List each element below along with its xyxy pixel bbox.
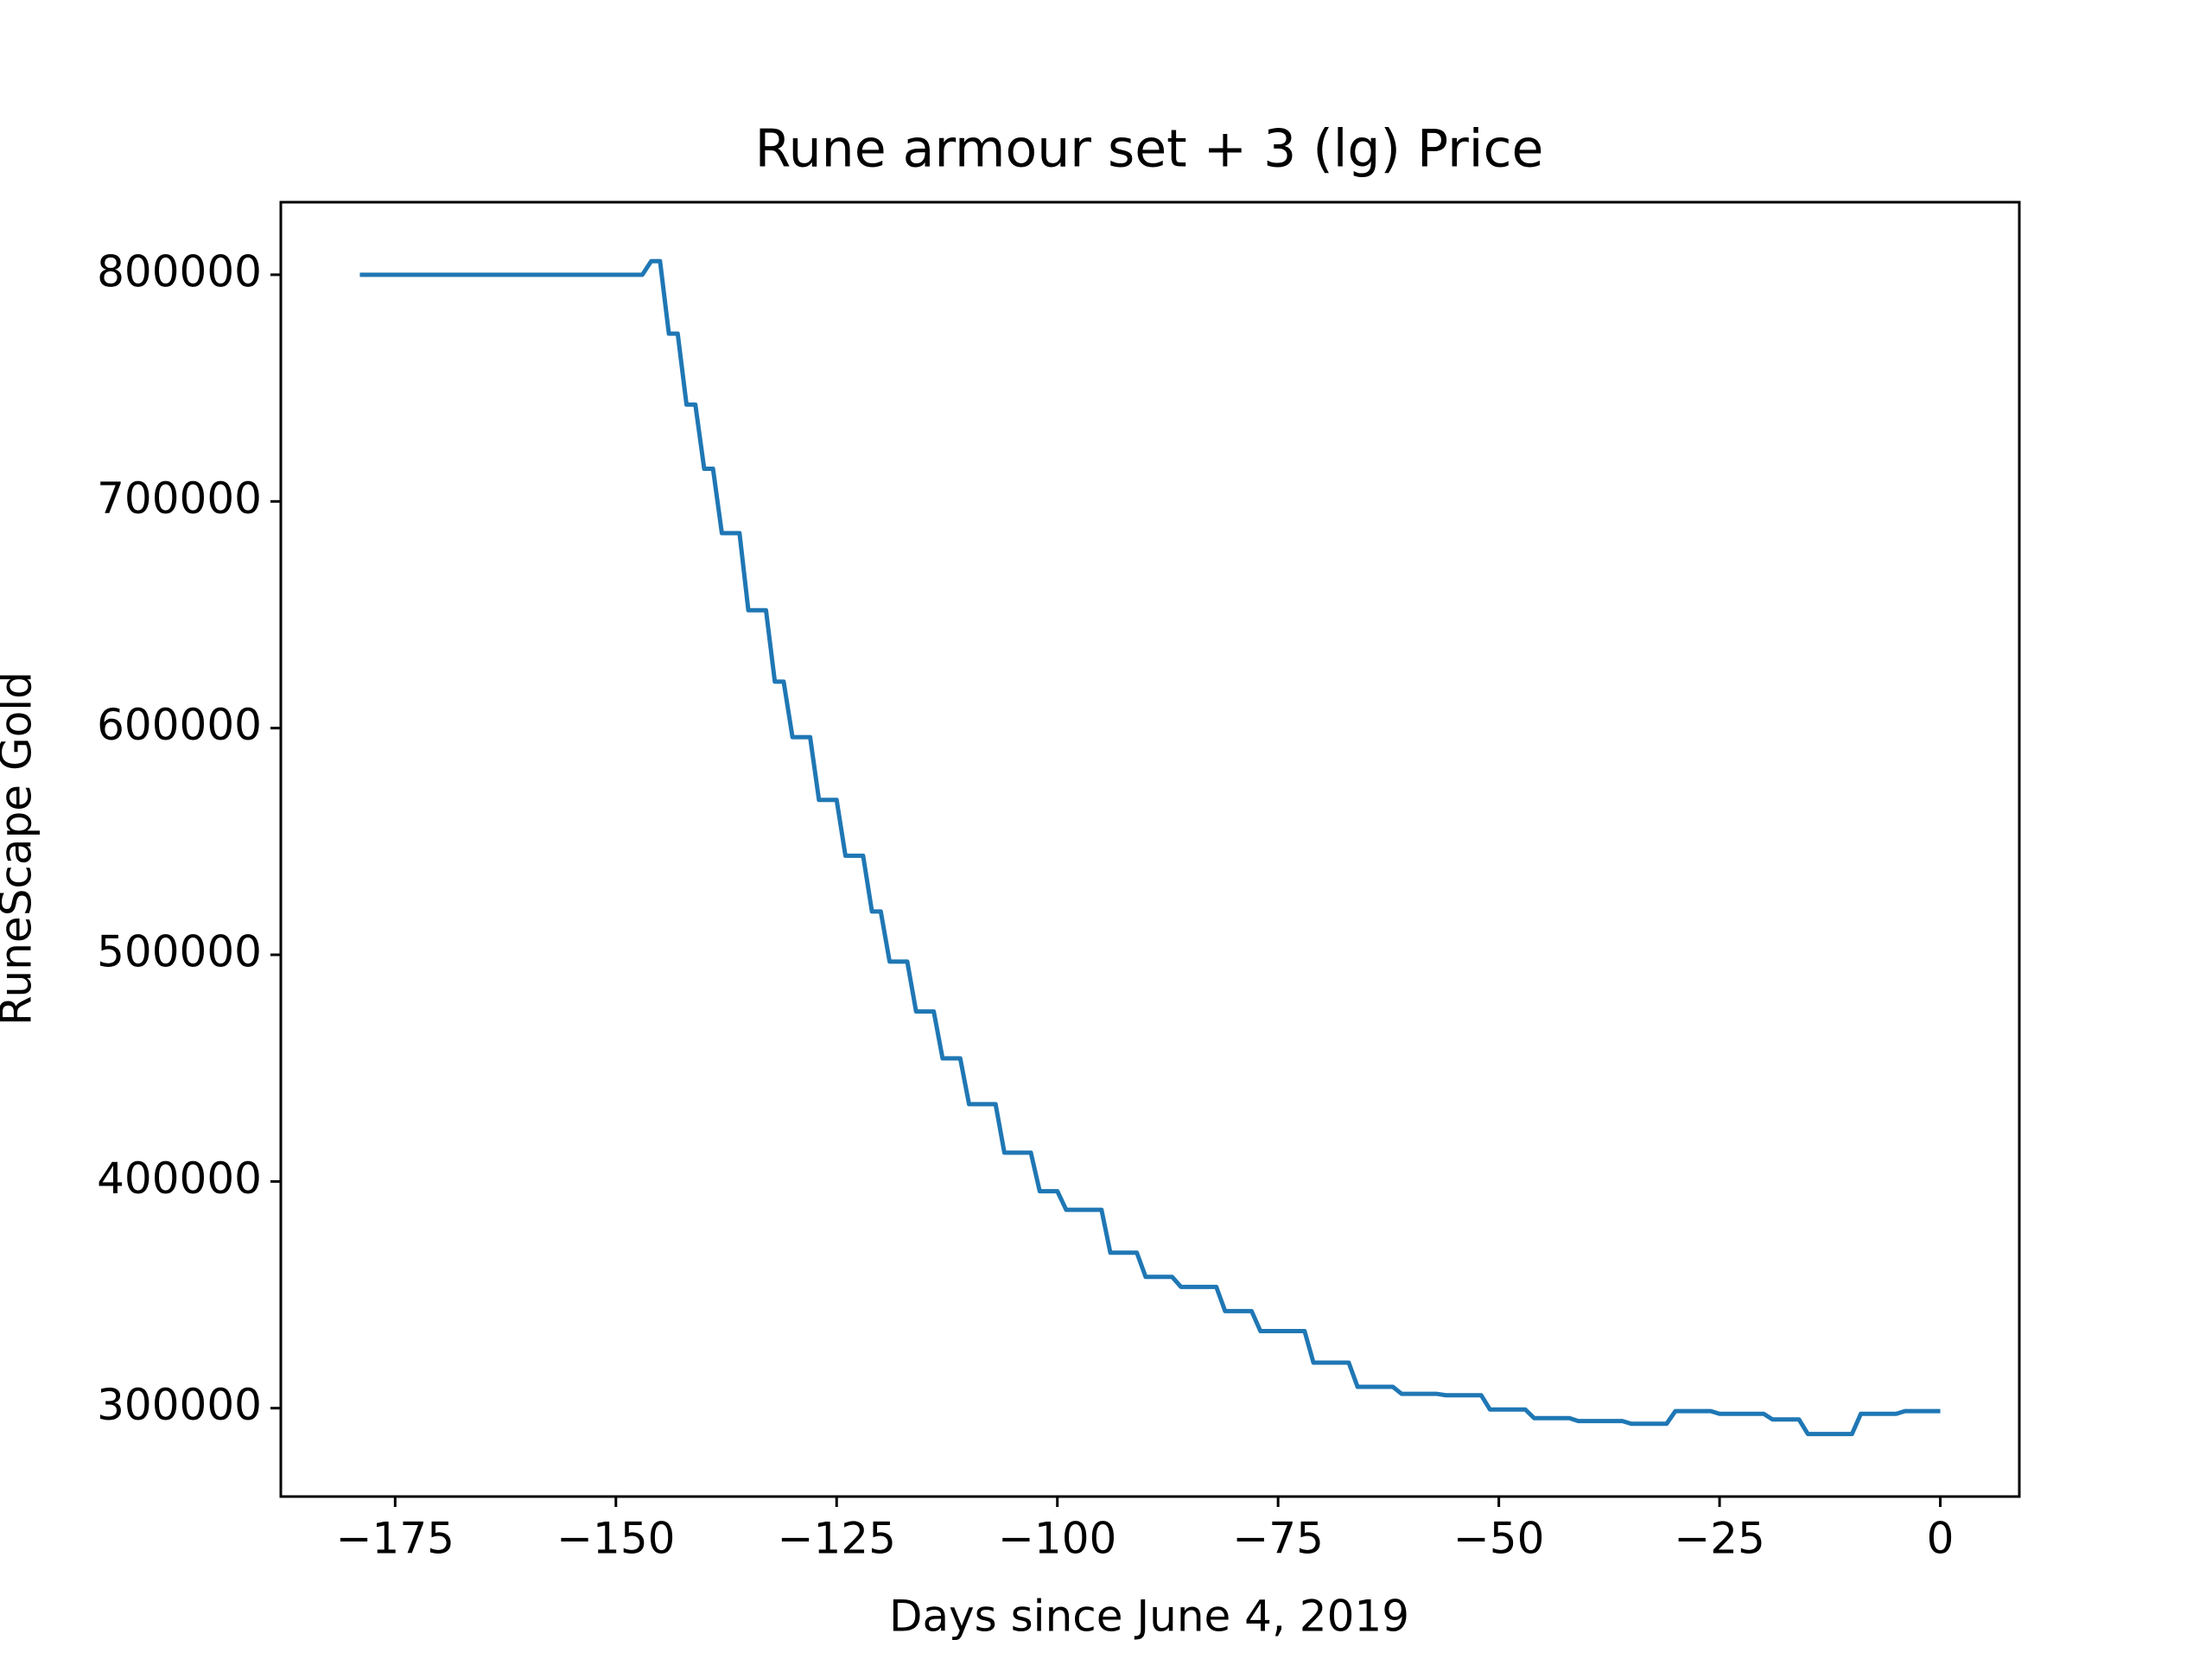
plot-frame (279, 200, 2021, 1498)
x-tick-label: −100 (998, 1514, 1116, 1564)
data-line (359, 258, 1941, 1437)
x-axis-label: Days since June 4, 2019 (889, 1592, 1409, 1642)
x-tick-label: −125 (778, 1514, 896, 1564)
x-tick-label: 0 (1927, 1514, 1955, 1564)
y-tick-label: 400000 (97, 1154, 262, 1204)
x-tick-label: −25 (1674, 1514, 1765, 1564)
x-tick-label: −150 (556, 1514, 675, 1564)
y-tick-label: 500000 (97, 926, 262, 976)
x-tick-label: −175 (336, 1514, 454, 1564)
y-tick-label: 300000 (97, 1380, 262, 1430)
chart-title: Rune armour set + 3 (lg) Price (755, 119, 1544, 180)
y-tick-label: 700000 (97, 474, 262, 524)
y-axis-label: RuneScape Gold (0, 671, 41, 1026)
x-tick-label: −50 (1453, 1514, 1545, 1564)
y-tick-label: 600000 (97, 700, 262, 750)
x-tick-label: −75 (1232, 1514, 1324, 1564)
y-tick-label: 800000 (97, 246, 262, 296)
